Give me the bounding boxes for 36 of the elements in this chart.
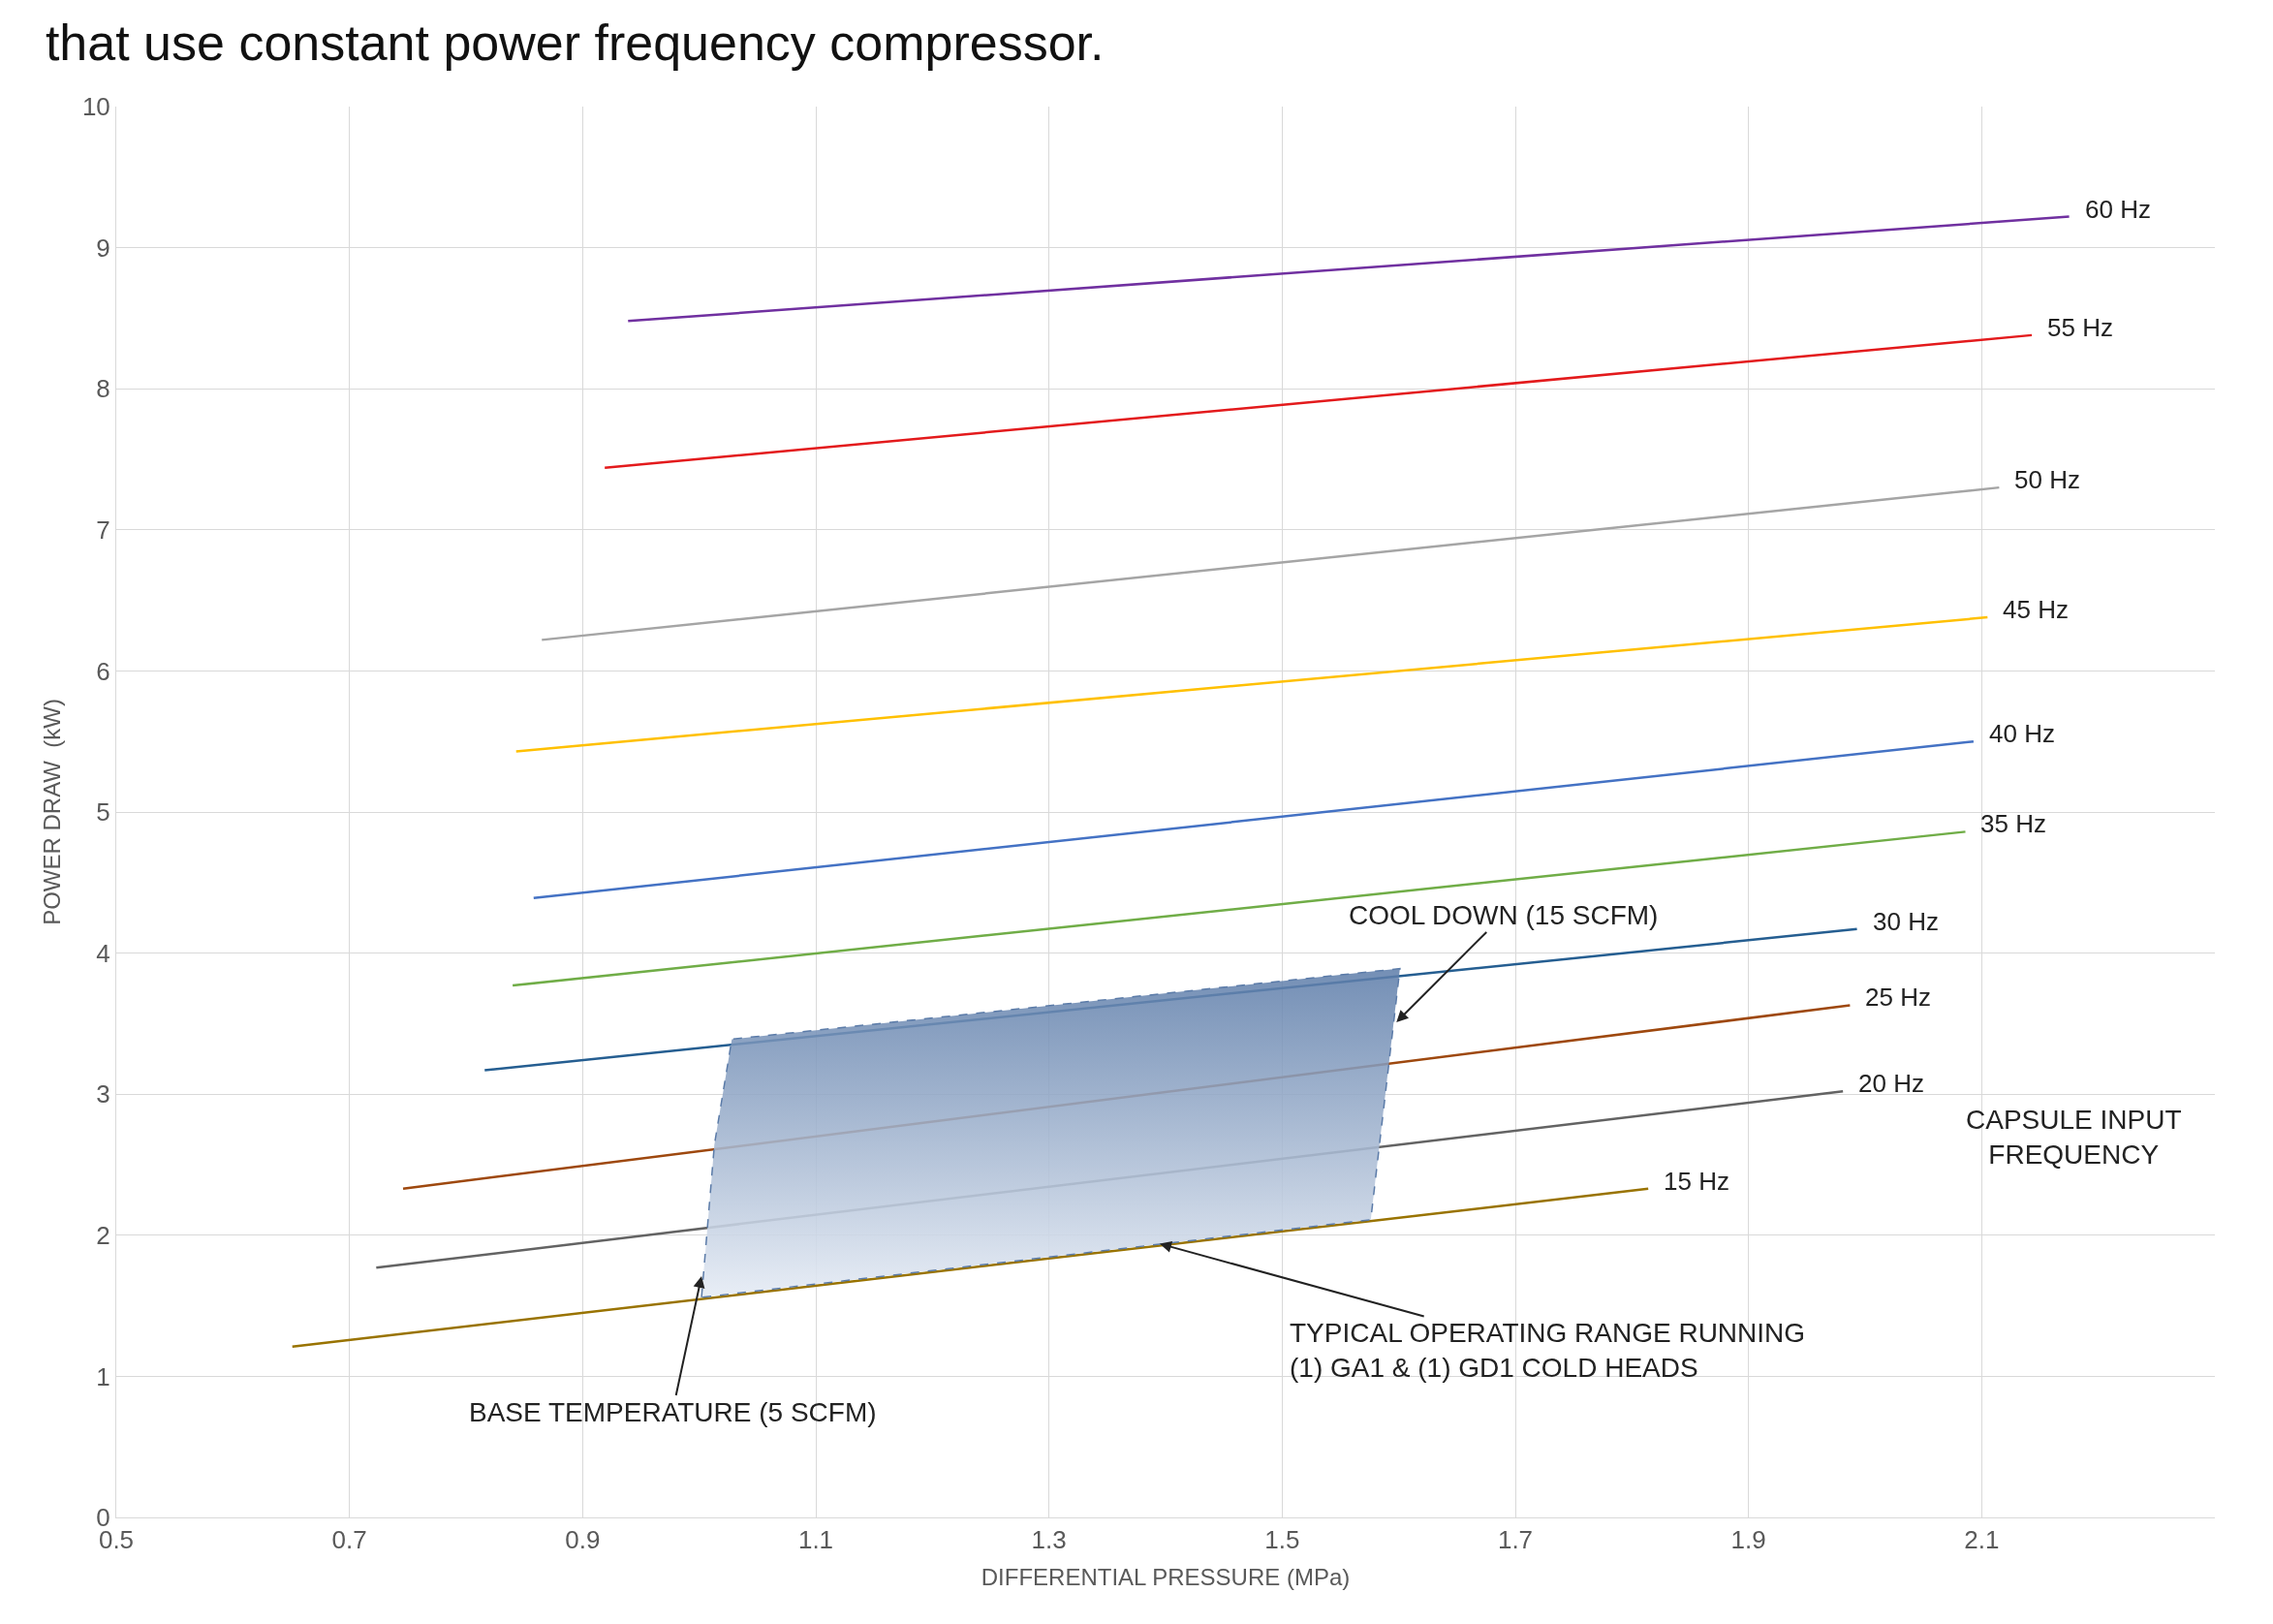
y-tick-label: 5 xyxy=(96,797,110,828)
x-tick-label: 0.9 xyxy=(565,1525,601,1555)
annotation: TYPICAL OPERATING RANGE RUNNING (1) GA1 & (1) GD1 COLD HEADS xyxy=(1290,1318,1806,1384)
y-tick-label: 3 xyxy=(96,1079,110,1109)
x-tick-label: 1.7 xyxy=(1497,1525,1534,1555)
y-tick-label: 1 xyxy=(96,1361,110,1391)
series-label: 20 Hz xyxy=(1858,1069,1924,1098)
series-label: 15 Hz xyxy=(1664,1167,1729,1196)
y-tick-label: 10 xyxy=(81,92,110,122)
annotation: BASE TEMPERATURE (5 SCFM) xyxy=(469,1397,877,1427)
series-label: 35 Hz xyxy=(1980,809,2046,838)
y-tick-label: 7 xyxy=(96,515,110,545)
series-label: 40 Hz xyxy=(1989,719,2055,748)
x-tick-label: 1.1 xyxy=(797,1525,834,1555)
series-label: 50 Hz xyxy=(2014,465,2080,494)
y-axis-title: POWER DRAW (kW) xyxy=(38,699,65,925)
series-label: 55 Hz xyxy=(2047,313,2113,342)
series-label: 45 Hz xyxy=(2003,595,2069,624)
y-tick-label: 9 xyxy=(96,233,110,263)
chart-title: that use constant power frequency compressor. xyxy=(45,14,1105,71)
x-tick-label: 1.5 xyxy=(1264,1525,1300,1555)
x-tick-label: 1.9 xyxy=(1730,1525,1766,1555)
y-tick-label: 6 xyxy=(96,656,110,686)
series-label: 30 Hz xyxy=(1873,907,1939,936)
x-tick-label: 0.5 xyxy=(98,1525,135,1555)
y-tick-label: 4 xyxy=(96,938,110,968)
y-tick-label: 8 xyxy=(96,374,110,404)
x-tick-label: 0.7 xyxy=(331,1525,367,1555)
annotation: CAPSULE INPUT FREQUENCY xyxy=(1966,1105,2182,1171)
annotation: COOL DOWN (15 SCFM) xyxy=(1349,900,1659,930)
y-tick-label: 2 xyxy=(96,1220,110,1250)
series-label: 60 Hz xyxy=(2085,195,2151,224)
series-label: 25 Hz xyxy=(1865,983,1931,1012)
x-tick-label: 1.3 xyxy=(1031,1525,1067,1555)
x-axis-title: DIFFERENTIAL PRESSURE (MPa) xyxy=(981,1563,1351,1590)
x-tick-label: 2.1 xyxy=(1964,1525,2000,1555)
